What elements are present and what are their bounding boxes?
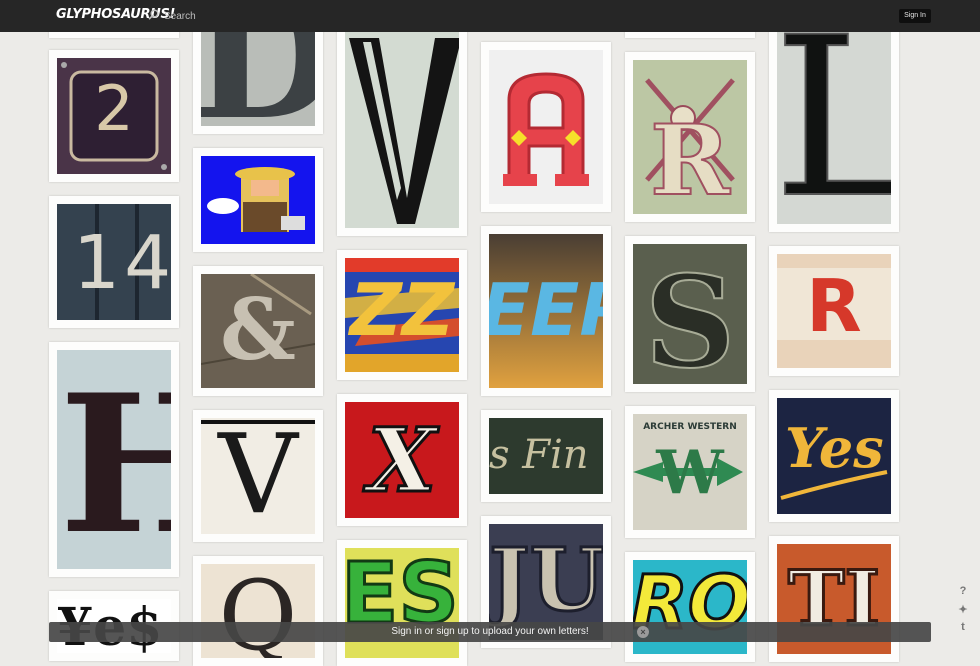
tumblr-icon[interactable]: t	[961, 621, 965, 633]
twitter-icon[interactable]: ✦	[958, 604, 968, 616]
tile-glyph: Yes	[785, 416, 884, 480]
tile-image: 2	[57, 58, 171, 174]
tile-glyph: EEP	[489, 268, 603, 352]
tile-image: ARCHER WESTERN W	[633, 414, 747, 530]
tile-glyph: Q	[218, 564, 298, 658]
tile-rule	[201, 420, 315, 424]
tile-H[interactable]: H	[49, 342, 179, 577]
tile-image	[201, 156, 315, 244]
tile-sign-panel	[777, 268, 891, 340]
tile-image: X	[345, 402, 459, 518]
tile-glyph: s Fin	[489, 432, 589, 478]
tile-R-red[interactable]: R	[769, 246, 899, 376]
signup-banner-text[interactable]: Sign in or sign up to upload your own le…	[391, 626, 589, 637]
tile-S[interactable]: S	[625, 236, 755, 392]
tile-glyph: L	[777, 28, 891, 224]
tile-glyph: V	[218, 418, 298, 534]
site-logo[interactable]: GLYPHOSAURUS!	[56, 7, 176, 22]
tile-ES-green[interactable]: ES	[337, 540, 467, 666]
tile-glyph: 14	[73, 220, 171, 306]
tile-image: Q	[201, 564, 315, 658]
tile-D-partial[interactable]: D	[193, 20, 323, 134]
tile-image	[345, 28, 459, 228]
tile-ampersand[interactable]: &	[193, 266, 323, 396]
tile-image: H	[57, 350, 171, 569]
tile-ZZ[interactable]: ZZ	[337, 250, 467, 380]
tile-image: V	[201, 418, 315, 534]
tile-V-large[interactable]	[337, 20, 467, 236]
tile-image: &	[201, 274, 315, 388]
tile-glyph: &	[220, 280, 296, 379]
tile-glyph: W	[656, 438, 724, 508]
tile-archer-western[interactable]: ARCHER WESTERN W	[625, 406, 755, 538]
tile-glyph: R	[649, 103, 731, 214]
tile-A-red[interactable]	[481, 42, 611, 212]
tile-Q[interactable]: Q	[193, 556, 323, 666]
tile-image: Yes	[777, 398, 891, 514]
tile-14[interactable]: 14	[49, 196, 179, 328]
sign-in-button[interactable]: Sign In	[899, 9, 931, 23]
tile-image: S	[633, 244, 747, 384]
tile-image: s Fin	[489, 418, 603, 494]
signup-banner: Sign in or sign up to upload your own le…	[49, 622, 931, 642]
tile-image: L	[777, 28, 891, 224]
tile-yes-gold[interactable]: Yes	[769, 390, 899, 522]
tile-TI[interactable]: TI	[769, 536, 899, 662]
help-icon[interactable]: ?	[959, 585, 967, 597]
tile-R-skull[interactable]: R	[625, 52, 755, 222]
tile-image: JU	[489, 524, 603, 640]
tile-caption: ARCHER WESTERN	[643, 422, 737, 432]
top-navigation-bar: GLYPHOSAURUS! Search Sign In	[0, 0, 980, 32]
tile-glyph: ZZ	[349, 268, 455, 352]
tile-X[interactable]: X	[337, 394, 467, 526]
tile-image: 14	[57, 204, 171, 320]
side-icon-stack: ? ✦ t	[955, 585, 971, 639]
search-icon	[148, 7, 159, 25]
tile-RO[interactable]: RO	[625, 552, 755, 662]
tile-image: D	[201, 28, 315, 126]
tile-L[interactable]: L	[769, 20, 899, 232]
tile-glyph: 2	[94, 72, 134, 145]
tile-glyph: D	[201, 28, 315, 126]
tile-glyph: R	[806, 264, 862, 348]
tile-2[interactable]: 2	[49, 50, 179, 182]
tile-fine[interactable]: s Fin	[481, 410, 611, 502]
tile-image	[489, 50, 603, 204]
search-label: Search	[164, 10, 196, 22]
tile-image: EEP	[489, 234, 603, 388]
tile-EEP[interactable]: EEP	[481, 226, 611, 396]
tile-blue-game[interactable]	[193, 148, 323, 252]
tile-glyph: JU	[489, 529, 603, 633]
tile-image: R	[777, 254, 891, 368]
tile-glyph: H	[59, 353, 171, 569]
search-link[interactable]: Search	[148, 8, 196, 24]
tile-glyph: X	[366, 407, 437, 514]
close-icon[interactable]: ×	[637, 626, 649, 638]
tile-image: R	[633, 60, 747, 214]
tile-glyph: S	[644, 247, 737, 384]
tile-V-serif[interactable]: V	[193, 410, 323, 542]
tile-image: ZZ	[345, 258, 459, 372]
